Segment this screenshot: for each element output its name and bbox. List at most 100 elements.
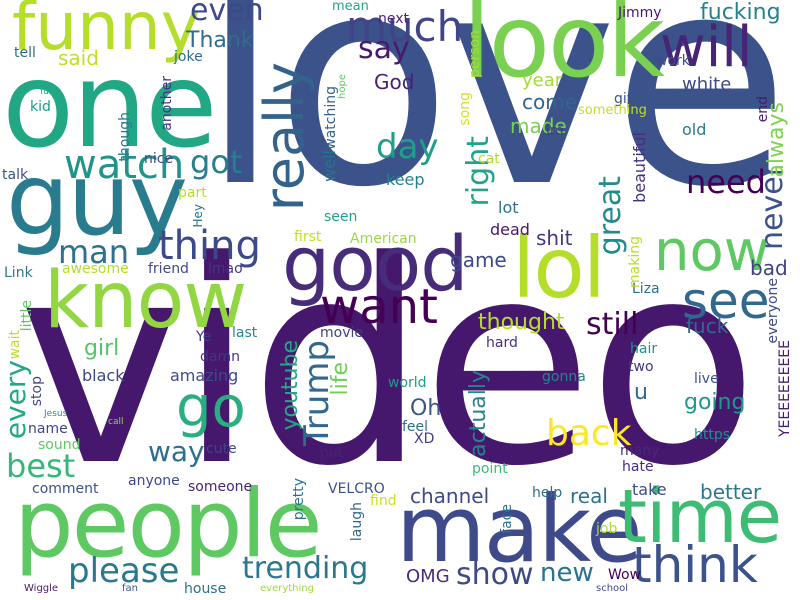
cloud-word: right	[461, 136, 496, 207]
cloud-word: Oh	[410, 396, 442, 421]
cloud-word: video	[18, 202, 759, 528]
cloud-word: someone	[188, 479, 253, 495]
cloud-word: pretty	[291, 478, 307, 521]
cloud-word: put	[320, 445, 344, 461]
cloud-word: actually	[466, 370, 491, 457]
cloud-word: well	[320, 150, 339, 182]
cloud-word: tell	[14, 45, 36, 61]
cloud-word: guy	[6, 141, 188, 258]
cloud-word: two	[628, 359, 654, 375]
cloud-word: fan	[122, 583, 138, 594]
cloud-word: channel	[410, 484, 490, 508]
cloud-word: hair	[630, 341, 658, 357]
cloud-word: please	[68, 551, 180, 591]
cloud-word: much	[346, 2, 464, 51]
cloud-word: talk	[2, 167, 29, 183]
cloud-word: make	[396, 476, 643, 583]
cloud-word: dead	[490, 220, 530, 239]
cloud-word: nice	[144, 151, 174, 167]
cloud-word: love	[200, 0, 790, 251]
cloud-word: live	[694, 371, 719, 387]
cloud-word: another	[159, 76, 175, 131]
cloud-word: see	[682, 272, 770, 330]
cloud-word: keep	[386, 170, 425, 189]
cloud-word: watching	[323, 86, 339, 150]
cloud-word: something	[578, 103, 647, 118]
cloud-word: girl	[84, 336, 120, 361]
cloud-word: even	[190, 0, 264, 28]
cloud-word: lmao	[208, 261, 243, 277]
cloud-word: think	[632, 536, 758, 594]
cloud-word: real	[570, 484, 608, 508]
cloud-word: better	[700, 480, 762, 504]
cloud-word: everything	[260, 583, 314, 594]
cloud-word: XD	[414, 431, 435, 447]
cloud-word: u	[634, 380, 648, 405]
cloud-word: movie	[320, 325, 363, 341]
cloud-word: damn	[200, 349, 240, 365]
cloud-word: im	[546, 123, 564, 139]
cloud-word: white	[682, 74, 732, 95]
cloud-word: gonna	[542, 369, 586, 385]
cloud-word: seen	[324, 209, 358, 225]
cloud-word: American	[350, 231, 417, 247]
cloud-word: take	[632, 480, 667, 499]
cloud-word: day	[376, 127, 439, 167]
cloud-word: VELCRO	[328, 481, 385, 497]
cloud-word: every	[0, 360, 32, 440]
cloud-word: hope	[337, 74, 348, 99]
cloud-word: school	[596, 583, 629, 594]
cloud-word: best	[6, 447, 76, 485]
cloud-word: fucking	[700, 0, 781, 25]
cloud-word: know	[44, 256, 247, 346]
cloud-word: job	[596, 521, 618, 537]
cloud-word: look	[463, 0, 665, 100]
cloud-word: lol	[512, 219, 606, 317]
cloud-word: face	[499, 504, 515, 534]
cloud-word: need	[686, 163, 766, 201]
cloud-word: mean	[332, 0, 369, 14]
cloud-word: laugh	[349, 502, 365, 542]
cloud-word: really	[253, 62, 316, 212]
cloud-word: people	[14, 470, 323, 579]
cloud-word: now	[654, 219, 770, 284]
cloud-word: feel	[402, 419, 429, 435]
cloud-word: said	[58, 46, 99, 70]
cloud-word: life	[328, 362, 353, 396]
cloud-word: person	[467, 30, 483, 78]
cloud-word: song	[457, 92, 473, 126]
cloud-word: come	[522, 90, 578, 114]
cloud-word: hate	[622, 459, 654, 475]
cloud-word: funny	[12, 0, 200, 65]
cloud-word: Jesus	[44, 409, 68, 419]
cloud-word: cute	[206, 441, 237, 457]
cloud-word: though	[117, 112, 133, 162]
cloud-word: Wow	[608, 567, 642, 583]
cloud-word: friend	[148, 261, 189, 277]
cloud-word: say	[358, 31, 410, 66]
cloud-word: God	[374, 70, 415, 94]
cloud-word: fuck	[686, 314, 729, 338]
cloud-word: many	[620, 443, 660, 459]
cloud-word: trending	[242, 551, 369, 586]
cloud-word: last	[232, 325, 258, 341]
cloud-word: way	[148, 435, 205, 468]
cloud-word: cat	[478, 151, 500, 167]
cloud-word: going	[684, 390, 746, 415]
cloud-word: shit	[536, 226, 573, 250]
cloud-word: hard	[486, 335, 518, 351]
cloud-word: Hey	[191, 204, 205, 228]
cloud-word: little	[19, 300, 35, 332]
cloud-word: work	[656, 53, 690, 69]
cloud-word: amazing	[170, 366, 239, 385]
cloud-word: man	[58, 233, 130, 271]
cloud-word: time	[618, 474, 782, 560]
cloud-word: Liza	[632, 281, 660, 297]
cloud-word: bad	[750, 256, 788, 280]
cloud-word: year	[522, 70, 563, 91]
cloud-word: give	[614, 91, 644, 107]
cloud-word: comment	[32, 481, 99, 497]
cloud-word: name	[28, 421, 68, 437]
cloud-word: Wiggle	[24, 583, 59, 594]
